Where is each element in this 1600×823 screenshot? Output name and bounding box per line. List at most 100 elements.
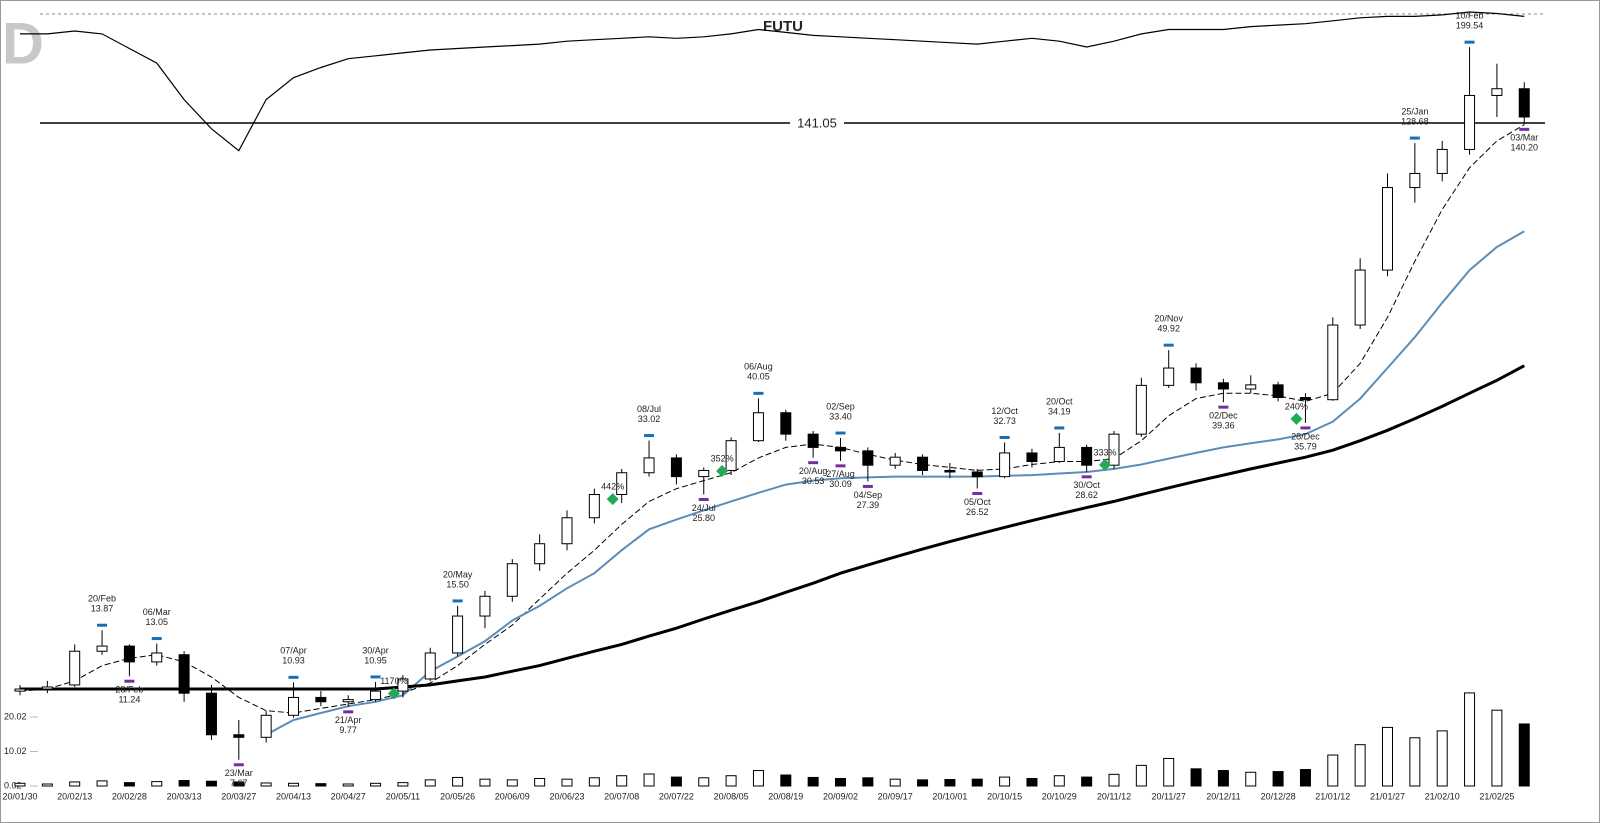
annotation-value: 34.19	[1048, 406, 1071, 416]
signal-diamond	[387, 687, 400, 700]
x-tick-label: 20/06/23	[549, 791, 584, 801]
signal-diamond	[1099, 458, 1111, 471]
volume-bar	[725, 775, 737, 787]
volume-bar	[1354, 744, 1366, 787]
annotation-date: 04/Sep	[854, 490, 883, 500]
annotation-date: 03/Mar	[1510, 133, 1538, 143]
candle-body	[14, 688, 26, 692]
x-tick-label: 21/01/12	[1315, 791, 1350, 801]
x-tick-label: 20/02/28	[112, 791, 147, 801]
candle-body	[725, 440, 737, 471]
candle-body	[889, 456, 901, 466]
volume-tick-label: 10.02	[4, 746, 27, 756]
annotation-date: 20/Aug	[799, 466, 828, 476]
signal-label: 352%	[711, 453, 734, 463]
annotation-value: 39.36	[1212, 421, 1235, 431]
volume-bar	[452, 776, 464, 787]
x-tick-label: 20/02/13	[57, 791, 92, 801]
volume-bar	[288, 782, 299, 787]
annotation-date: 25/Jan	[1401, 106, 1428, 116]
candle-body	[370, 690, 382, 701]
volume-bar	[561, 778, 573, 787]
candle-body	[752, 412, 764, 442]
volume-bar	[479, 778, 491, 787]
annotation-value: 11.24	[118, 695, 140, 705]
annotation-value: 25.80	[692, 513, 715, 523]
annotation-date: 02/Sep	[826, 401, 855, 411]
candle-body	[616, 472, 628, 496]
x-tick-label: 20/09/02	[823, 791, 858, 801]
volume-bar	[123, 782, 135, 787]
annotation-value: 28.62	[1075, 490, 1098, 500]
volume-tick-label: 0.02	[4, 780, 22, 790]
candle-body	[205, 692, 217, 736]
candle-body	[780, 412, 792, 435]
annotation-date: 06/Aug	[744, 362, 773, 372]
annotation-value: 128.68	[1401, 116, 1429, 126]
candle-body	[1382, 187, 1393, 271]
candle-body	[1272, 384, 1284, 399]
candle-body	[41, 686, 53, 690]
annotation-value: 10.93	[282, 656, 305, 666]
volume-bar	[752, 770, 764, 787]
volume-bar	[862, 777, 874, 787]
x-tick-label: 20/06/09	[495, 791, 530, 801]
signal-diamond	[1290, 412, 1303, 425]
candle-body	[835, 446, 846, 452]
volume-bar	[1272, 771, 1284, 787]
x-tick-label: 20/10/29	[1042, 791, 1077, 801]
x-tick-label: 20/07/22	[659, 791, 694, 801]
candle-body	[315, 696, 327, 703]
volume-bar	[1518, 723, 1530, 787]
volume-bar	[260, 782, 272, 787]
x-tick-label: 20/07/08	[604, 791, 639, 801]
volume-bar	[588, 777, 600, 787]
annotation-value: 33.40	[829, 411, 852, 421]
annotation-value: 32.73	[993, 416, 1016, 426]
candle-body	[178, 654, 190, 694]
x-tick-label: 20/03/27	[221, 791, 256, 801]
volume-bar	[534, 777, 546, 787]
candle-body	[342, 699, 354, 703]
annotation-date: 21/Apr	[335, 715, 362, 725]
volume-bar	[233, 781, 245, 787]
volume-bar	[1245, 771, 1257, 787]
candle-body	[123, 645, 135, 663]
annotation-value: 40.05	[747, 372, 770, 382]
candle-body	[643, 457, 655, 474]
annotation-date: 20/Oct	[1046, 396, 1073, 406]
volume-bar	[1053, 775, 1065, 787]
x-tick-label: 20/11/27	[1152, 791, 1186, 801]
signal-diamond	[716, 465, 729, 478]
candle-body	[1299, 397, 1311, 401]
annotation-date: 23/Mar	[225, 768, 253, 778]
volume-bar	[999, 776, 1011, 787]
annotation-value: 7.67	[230, 778, 248, 788]
annotation-value: 30.53	[802, 476, 825, 486]
x-tick-label: 20/12/11	[1206, 791, 1240, 801]
moving-average-line	[20, 364, 1526, 691]
x-tick-label: 20/08/19	[768, 791, 803, 801]
candle-body	[233, 734, 245, 738]
candle-body	[260, 714, 272, 738]
annotation-date: 10/Feb	[1456, 11, 1484, 21]
candle-body	[1327, 324, 1339, 401]
volume-bar	[315, 783, 327, 787]
volume-bar	[41, 783, 53, 787]
candle-body	[534, 543, 546, 565]
volume-bar	[971, 778, 983, 787]
volume-bar	[1409, 737, 1421, 787]
candle-body	[561, 517, 573, 545]
volume-tick-label: 20.02	[4, 711, 27, 721]
x-tick-label: 21/01/27	[1370, 791, 1405, 801]
candle-body	[479, 595, 491, 617]
volume-bar	[178, 780, 190, 787]
volume-bar	[342, 783, 354, 787]
candle-body	[1053, 446, 1065, 463]
x-tick-label: 20/04/27	[331, 791, 366, 801]
x-tick-label: 21/02/25	[1479, 791, 1514, 801]
annotation-value: 9.77	[339, 725, 357, 735]
reference-label-bg	[790, 115, 844, 132]
candle-body	[288, 696, 299, 716]
volume-bar	[1190, 768, 1202, 787]
